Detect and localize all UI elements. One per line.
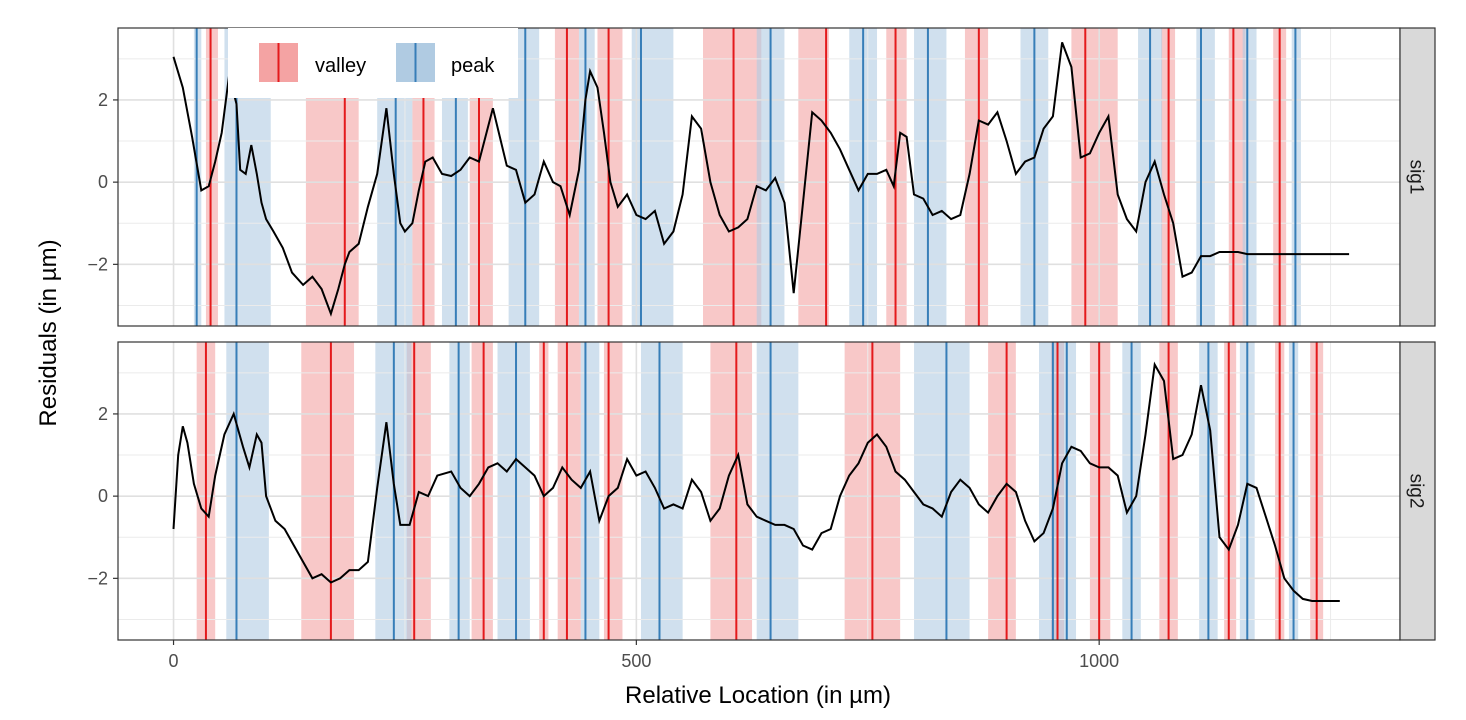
valley-band-sig1-6 [702, 28, 762, 326]
facet-strip-sig1 [1399, 27, 1436, 327]
peak-band-sig2-9 [1062, 342, 1077, 640]
peak-band-sig2-4 [580, 342, 600, 640]
valley-band-sig1-7 [798, 28, 829, 326]
y-tick-label-sig1-1: 0 [98, 172, 108, 192]
valley-band-sig1-9 [964, 28, 989, 326]
x-tick-label-1: 500 [621, 651, 651, 671]
peak-band-sig2-5 [640, 342, 683, 640]
peak-band-sig1-6 [631, 28, 674, 326]
facet-panel-sig2: sig2 −2 0 2 [87, 341, 1436, 641]
facet-label-sig1: sig1 [1406, 160, 1427, 195]
peak-band-sig1-12 [1196, 28, 1215, 326]
residual-line-sig2 [172, 361, 1340, 602]
peak-band-sig2-3 [497, 342, 530, 640]
x-axis-ticks: 0 500 1000 [169, 640, 1119, 671]
valley-band-sig2-1 [301, 342, 355, 640]
valley-band-sig2-13 [1224, 342, 1237, 640]
valley-band-sig1-3 [469, 28, 493, 326]
y-tick-label-sig1-0: −2 [87, 254, 108, 274]
legend-label-valley: valley [315, 55, 366, 77]
peak-band-sig1-13 [1242, 28, 1257, 326]
y-tick-label-sig2-0: −2 [87, 568, 108, 588]
valley-band-sig1-10 [1071, 28, 1118, 326]
y-tick-label-sig2-1: 0 [98, 486, 108, 506]
peak-band-sig2-7 [914, 342, 970, 640]
peak-band-sig2-6 [756, 342, 799, 640]
x-tick-label-0: 0 [169, 651, 179, 671]
legend: valley peak [228, 28, 518, 98]
peak-band-sig1-9 [914, 28, 947, 326]
y-tick-label-sig2-2: 2 [98, 404, 108, 424]
peak-band-sig1-5 [578, 28, 595, 326]
y-tick-label-sig1-2: 2 [98, 90, 108, 110]
peak-band-sig2-8 [1039, 342, 1063, 640]
peak-band-sig2-0 [226, 342, 269, 640]
y-axis-title: Residuals (in µm) [35, 239, 62, 426]
valley-band-sig2-3 [471, 342, 493, 640]
residual-line-sig1 [172, 42, 1350, 317]
x-tick-label-2: 1000 [1079, 651, 1119, 671]
legend-label-peak: peak [451, 55, 495, 77]
x-axis-title: Relative Location (in µm) [625, 682, 891, 709]
valley-band-sig2-5 [557, 342, 581, 640]
facet-strip-sig2 [1399, 341, 1436, 641]
facet-label-sig2: sig2 [1406, 474, 1427, 509]
